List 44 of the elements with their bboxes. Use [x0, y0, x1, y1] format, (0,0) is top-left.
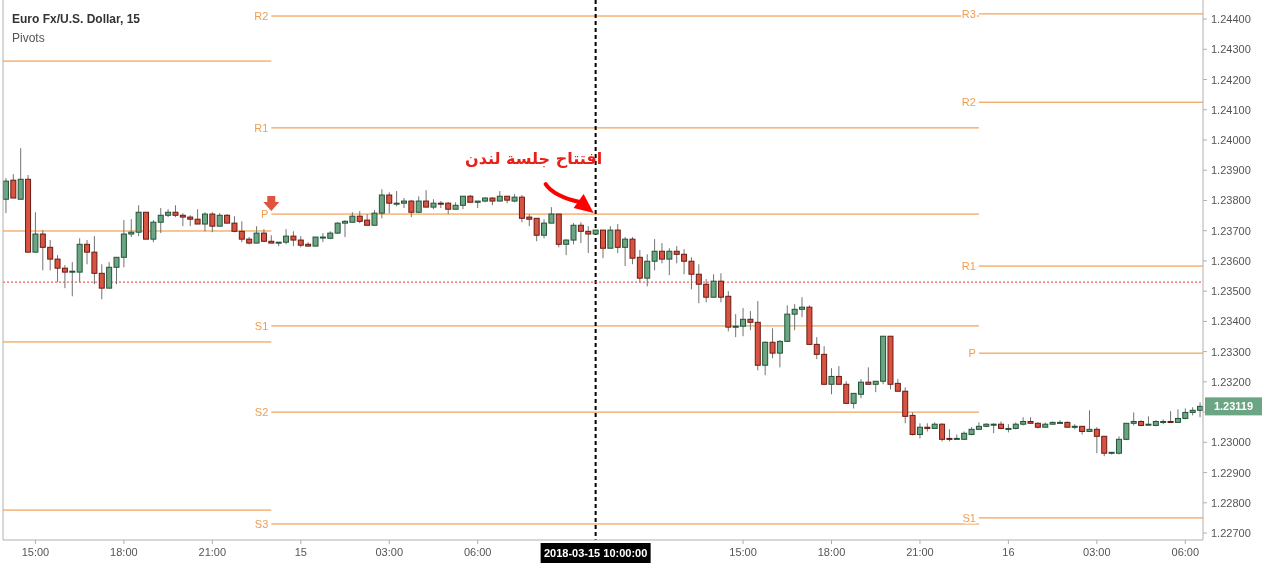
- x-tick-label: 15:00: [21, 546, 50, 558]
- text: Pivots: [12, 31, 45, 45]
- y-tick-label: 1.23600: [1211, 254, 1251, 267]
- x-tick-label: 18:00: [110, 546, 138, 558]
- x-tick-label: 16: [1002, 546, 1015, 558]
- series-label: S3: [254, 517, 269, 530]
- annotation: افتتاح جلسة لندن: [465, 149, 603, 169]
- series-label: S1: [962, 511, 976, 524]
- y-tick-label: 1.23400: [1211, 315, 1251, 328]
- series-label: S2: [254, 406, 269, 419]
- series-label: P: [968, 347, 976, 360]
- series-label: R1: [254, 121, 269, 134]
- y-tick-label: 1.22900: [1211, 466, 1251, 479]
- x-tick-label: 03:00: [375, 546, 404, 558]
- y-tick-label: 1.24100: [1211, 103, 1251, 116]
- x-tick-label: 03:00: [1083, 546, 1111, 558]
- x-tick-label: 06:00: [1171, 546, 1200, 558]
- series-label: S1: [254, 319, 269, 332]
- ref-line-label: 2018-03-15 10:00:00: [543, 547, 648, 559]
- y-tick-label: 1.23800: [1211, 194, 1251, 207]
- x-tick-label: 21:00: [906, 546, 934, 558]
- annotation: 1.23119: [1213, 400, 1254, 413]
- y-tick-label: 1.23200: [1211, 375, 1251, 388]
- y-tick-label: 1.22700: [1211, 527, 1251, 540]
- x-tick-label: 15: [294, 546, 307, 558]
- x-tick-label: 06:00: [463, 546, 492, 558]
- x-tick-label: 15:00: [729, 546, 757, 558]
- y-tick-label: 1.23300: [1211, 345, 1251, 358]
- series-label: P: [260, 208, 269, 221]
- y-tick-label: 1.24400: [1211, 13, 1251, 26]
- series-label: R2: [254, 10, 269, 23]
- text: Euro Fx/U.S. Dollar, 15: [12, 12, 141, 26]
- y-tick-label: 1.23700: [1211, 224, 1251, 237]
- y-tick-label: 1.23000: [1211, 436, 1251, 449]
- y-tick-label: 1.24300: [1211, 43, 1251, 56]
- y-tick-label: 1.23500: [1211, 285, 1251, 298]
- y-tick-label: 1.24200: [1211, 73, 1251, 86]
- series-label: R2: [961, 96, 976, 109]
- y-tick-label: 1.23900: [1211, 164, 1251, 177]
- x-tick-label: 18:00: [817, 546, 846, 558]
- y-tick-label: 1.24000: [1211, 133, 1251, 146]
- series-label: R1: [961, 260, 976, 273]
- x-tick-label: 21:00: [198, 546, 227, 558]
- y-tick-label: 1.22800: [1211, 496, 1251, 509]
